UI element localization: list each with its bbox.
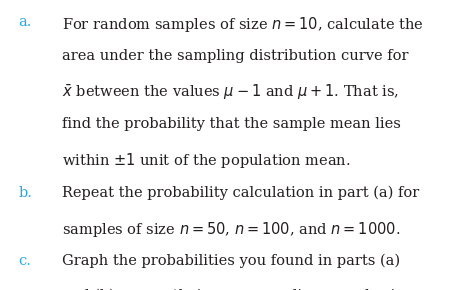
Text: b.: b.	[18, 186, 32, 200]
Text: and (b) versus their corresponding sample sizes,: and (b) versus their corresponding sampl…	[62, 288, 425, 290]
Text: $\bar{x}$ between the values $\mu - 1$ and $\mu + 1$. That is,: $\bar{x}$ between the values $\mu - 1$ a…	[62, 83, 400, 102]
Text: samples of size $n = 50$, $n = 100$, and $n = 1000$.: samples of size $n = 50$, $n = 100$, and…	[62, 220, 401, 239]
Text: find the probability that the sample mean lies: find the probability that the sample mea…	[62, 117, 401, 131]
Text: c.: c.	[18, 254, 31, 268]
Text: Repeat the probability calculation in part (a) for: Repeat the probability calculation in pa…	[62, 186, 419, 200]
Text: within $\pm 1$ unit of the population mean.: within $\pm 1$ unit of the population me…	[62, 151, 351, 171]
Text: area under the sampling distribution curve for: area under the sampling distribution cur…	[62, 49, 409, 63]
Text: For random samples of size $n = 10$, calculate the: For random samples of size $n = 10$, cal…	[62, 14, 424, 34]
Text: a.: a.	[18, 14, 32, 28]
Text: Graph the probabilities you found in parts (a): Graph the probabilities you found in par…	[62, 254, 401, 269]
